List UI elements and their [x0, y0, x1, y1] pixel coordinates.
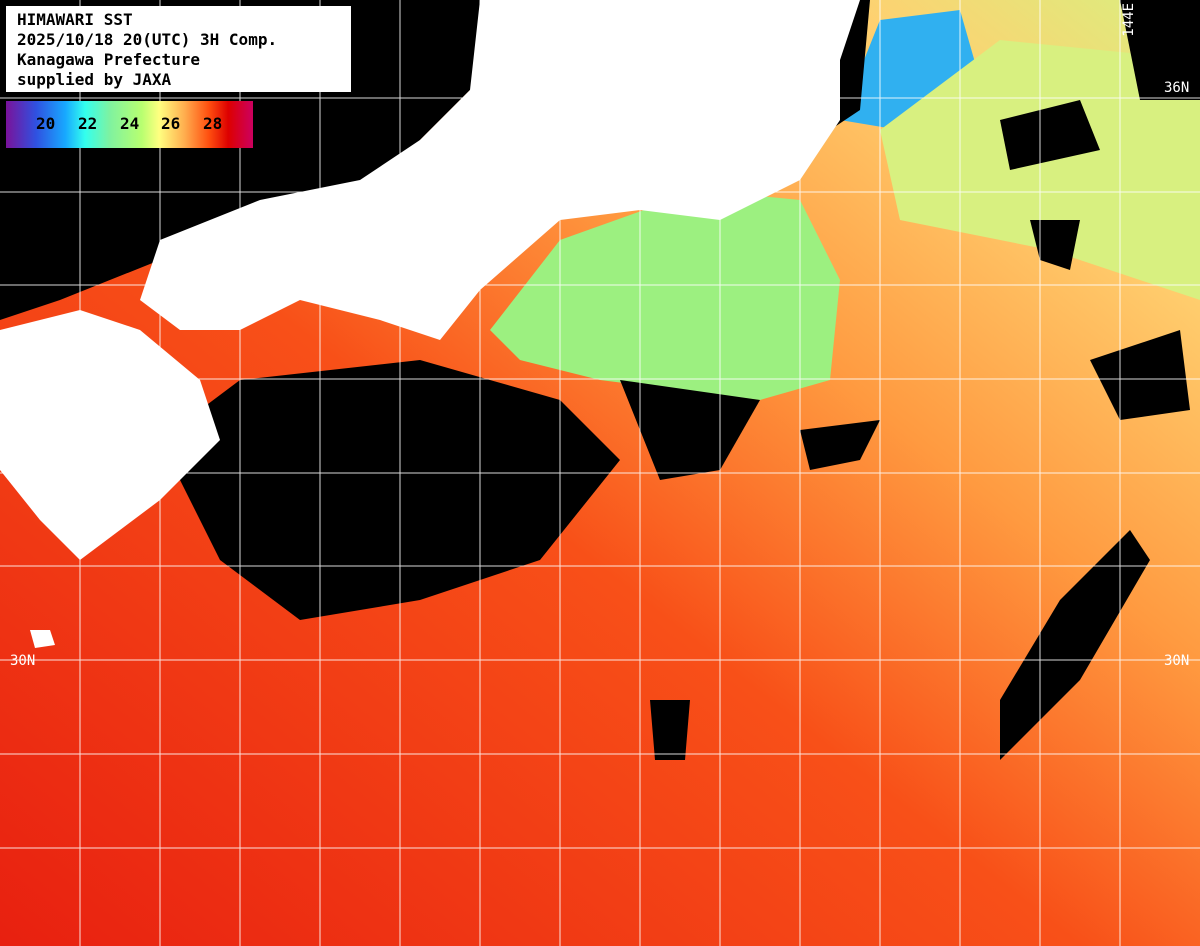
lon-label-136e: 136E — [481, 3, 497, 37]
legend-tick: 24 — [120, 114, 140, 133]
legend-tick: 22 — [78, 114, 98, 133]
lon-label-144e: 144E — [1121, 3, 1137, 37]
credit-line: supplied by JAXA — [17, 70, 172, 89]
legend-tick: 26 — [161, 114, 181, 133]
lat-label-33: 33 — [10, 372, 27, 388]
title-box: HIMAWARI SST 2025/10/18 20(UTC) 3H Comp.… — [6, 6, 351, 92]
timestamp-line: 2025/10/18 20(UTC) 3H Comp. — [17, 30, 278, 49]
lat-label-30n-left: 30N — [10, 653, 36, 669]
cool-water-region — [490, 190, 840, 400]
legend-tick: 20 — [36, 114, 56, 133]
lat-label-36n: 36N — [1164, 80, 1190, 96]
provider-line: Kanagawa Prefecture — [17, 50, 201, 69]
legend-tick: 28 — [203, 114, 223, 133]
color-scale-legend: 20 22 24 26 28 — [6, 101, 253, 148]
lat-label-30n-right: 30N — [1164, 653, 1190, 669]
title-line: HIMAWARI SST — [17, 10, 133, 29]
